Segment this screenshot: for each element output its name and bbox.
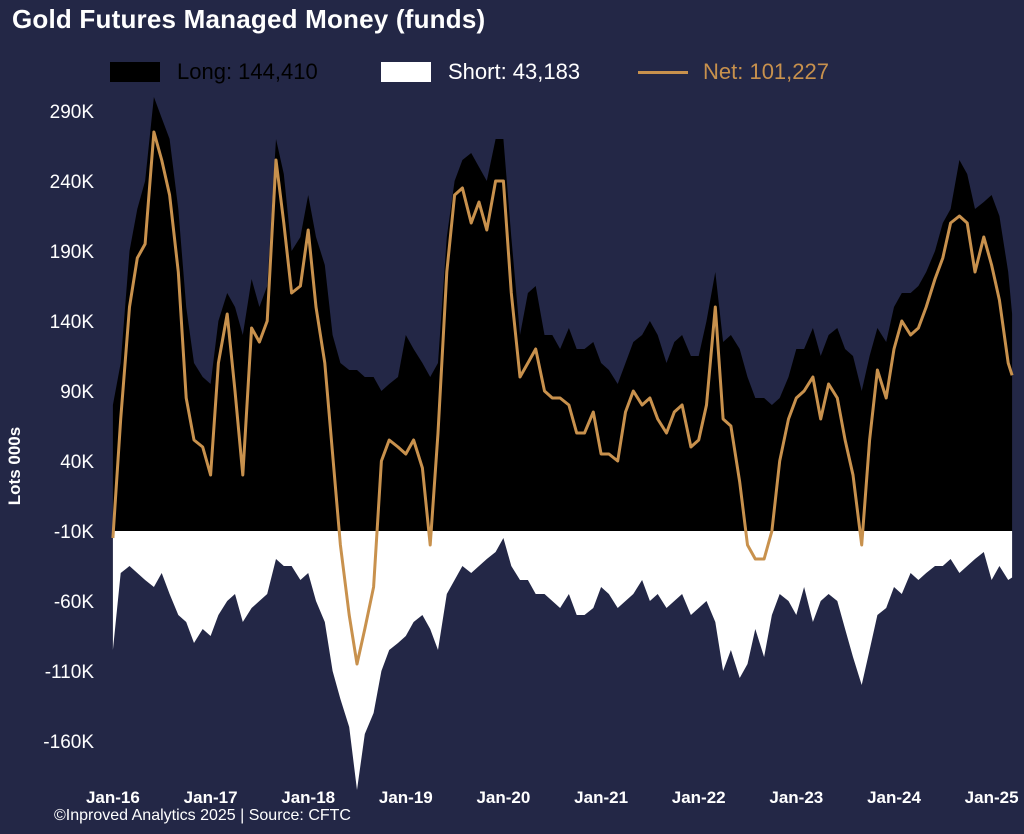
legend-item-short: Short: 43,183 (381, 58, 580, 86)
x-tick-label: Jan-16 (86, 788, 140, 807)
y-tick-label: 190K (50, 242, 95, 263)
x-tick-label: Jan-24 (867, 788, 921, 807)
x-tick-label: Jan-25 (965, 788, 1019, 807)
y-tick-label: -10K (54, 522, 94, 543)
legend-label-short: Short: 43,183 (448, 59, 581, 84)
long-area (112, 97, 1013, 531)
legend-swatch-short (381, 62, 431, 82)
short-area (112, 531, 1013, 790)
x-tick-label: Jan-19 (379, 788, 433, 807)
legend-item-long: Long: 144,410 (110, 58, 318, 86)
source-footer: ©Inproved Analytics 2025 | Source: CFTC (54, 807, 351, 824)
y-tick-label: 40K (60, 452, 94, 473)
y-tick-label: -60K (54, 592, 94, 613)
net-line (111, 130, 1014, 666)
y-tick-label: 90K (60, 382, 94, 403)
x-tick-label: Jan-20 (476, 788, 530, 807)
legend-item-net: Net: 101,227 (638, 58, 829, 86)
y-tick-label: -160K (43, 732, 94, 753)
y-tick-label: 140K (50, 312, 95, 333)
x-tick-label: Jan-21 (574, 788, 628, 807)
x-tick-label: Jan-17 (184, 788, 238, 807)
y-tick-label: 290K (50, 102, 95, 123)
legend-swatch-net (638, 70, 688, 74)
x-tick-label: Jan-18 (281, 788, 335, 807)
y-tick-label: -110K (45, 662, 95, 683)
chart-title: Gold Futures Managed Money (funds) (12, 4, 486, 34)
legend-swatch-long (110, 62, 160, 82)
x-tick-label: Jan-22 (672, 788, 726, 807)
legend-label-long: Long: 144,410 (177, 59, 318, 84)
legend-label-net: Net: 101,227 (703, 59, 829, 84)
y-tick-label: 240K (50, 172, 95, 193)
x-tick-label: Jan-23 (769, 788, 823, 807)
